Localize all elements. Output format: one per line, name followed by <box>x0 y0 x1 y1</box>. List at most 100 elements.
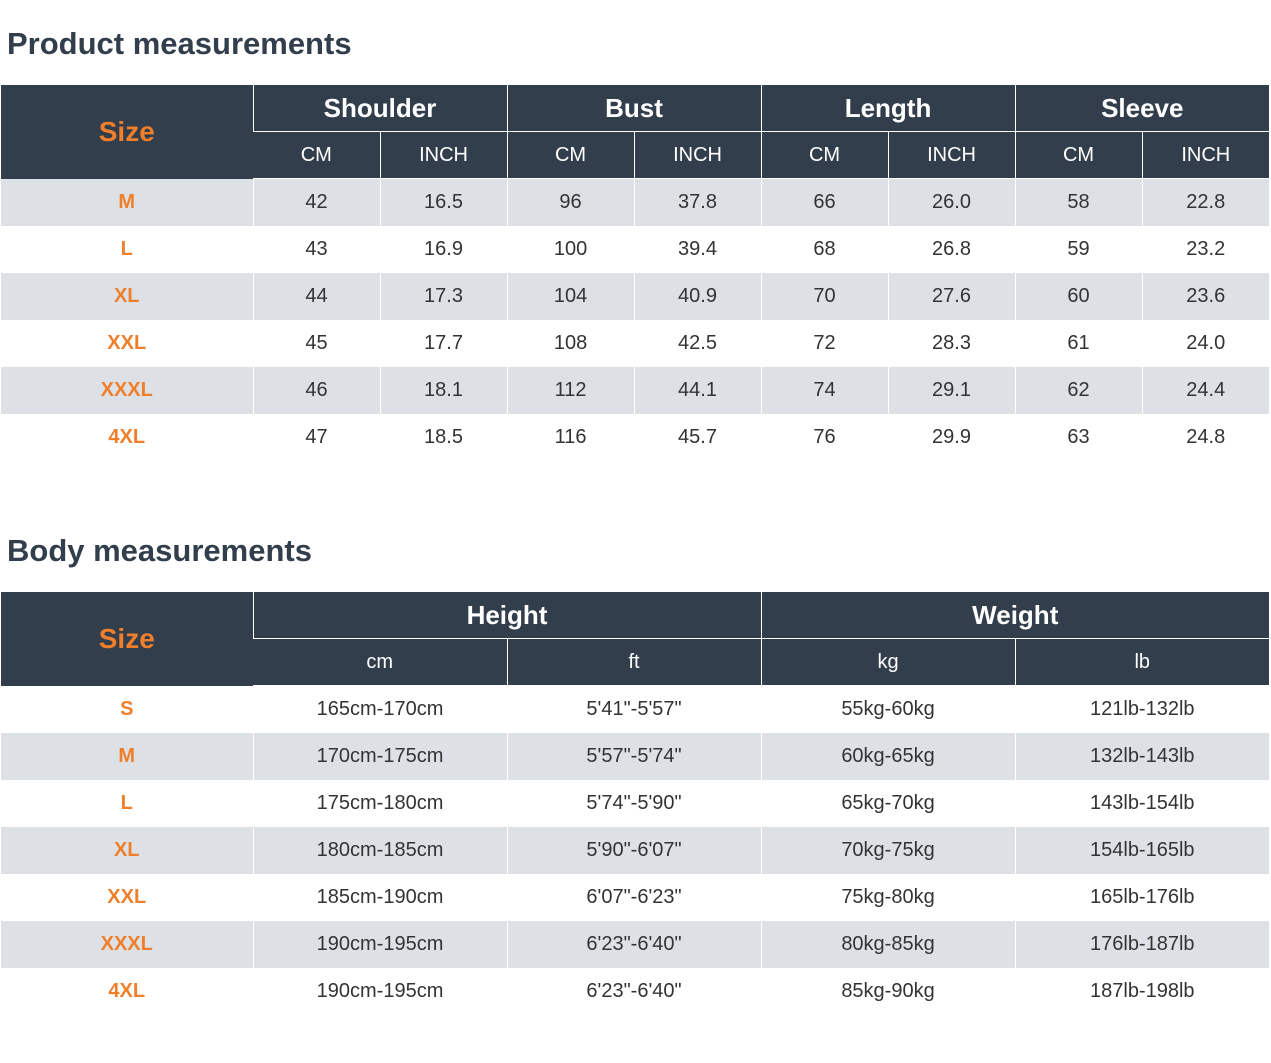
measurement-cell: 6'23"-6'40" <box>506 968 762 1015</box>
measurement-cell: 16.9 <box>379 226 508 273</box>
measurement-cell: 143lb-154lb <box>1014 780 1270 827</box>
table-row: M 42 16.5 96 37.8 66 26.0 58 22.8 <box>1 178 1270 226</box>
product-measurements-table: Size Shoulder Bust Length Sleeve CM INCH… <box>1 85 1270 461</box>
measurement-cell: 187lb-198lb <box>1014 968 1270 1015</box>
measurement-cell: 59 <box>1014 226 1143 273</box>
body-measurements-table: Size Height Weight cm ft kg lb S 165cm-17… <box>1 592 1270 1015</box>
size-cell: XXXL <box>1 367 253 414</box>
weight-header: Weight <box>760 592 1270 639</box>
measurement-cell: 24.4 <box>1141 367 1270 414</box>
unit-header: ft <box>506 638 762 686</box>
measurement-cell: 5'41"-5'57" <box>506 685 762 733</box>
table-row: XXXL 46 18.1 112 44.1 74 29.1 62 24.4 <box>1 367 1270 414</box>
measurement-cell: 132lb-143lb <box>1014 733 1270 780</box>
measurement-cell: 55kg-60kg <box>760 685 1016 733</box>
table-row: XXL 45 17.7 108 42.5 72 28.3 61 24.0 <box>1 320 1270 367</box>
size-column-header: Size <box>1 85 253 179</box>
measurement-cell: 16.5 <box>379 178 508 226</box>
measurement-cell: 80kg-85kg <box>760 921 1016 968</box>
table-row: 4XL 47 18.5 116 45.7 76 29.9 63 24.8 <box>1 414 1270 461</box>
size-cell: M <box>1 733 253 780</box>
measurement-cell: 43 <box>252 226 380 273</box>
measurement-cell: 116 <box>506 414 635 461</box>
measurement-cell: 60 <box>1014 273 1143 320</box>
measurement-cell: 70 <box>760 273 889 320</box>
measurement-cell: 29.1 <box>887 367 1016 414</box>
measurement-cell: 27.6 <box>887 273 1016 320</box>
measurement-cell: 175cm-180cm <box>252 780 507 827</box>
table-row: XL 180cm-185cm 5'90"-6'07" 70kg-75kg 154lb-1… <box>1 827 1270 874</box>
measurement-cell: 37.8 <box>633 178 762 226</box>
size-column-header: Size <box>1 592 253 686</box>
measurement-cell: 100 <box>506 226 635 273</box>
sleeve-header: Sleeve <box>1014 85 1270 132</box>
bust-header: Bust <box>506 85 762 132</box>
unit-header: CM <box>506 131 635 179</box>
product-measurements-title: Product measurements <box>7 26 352 61</box>
measurement-cell: 165cm-170cm <box>252 685 507 733</box>
measurement-cell: 76 <box>760 414 889 461</box>
measurement-cell: 26.8 <box>887 226 1016 273</box>
unit-header: CM <box>1014 131 1143 179</box>
size-cell: XXL <box>107 332 147 354</box>
unit-header: CM <box>760 131 889 179</box>
body-measurements-title: Body measurements <box>7 533 312 568</box>
table-row: XXXL 190cm-195cm 6'23"-6'40" 80kg-85kg 176lb… <box>1 921 1270 968</box>
unit-header: INCH <box>1141 131 1270 179</box>
measurement-cell: 108 <box>506 320 635 367</box>
measurement-cell: 70kg-75kg <box>760 827 1016 874</box>
size-cell: S <box>120 697 134 720</box>
measurement-cell: 61 <box>1014 320 1143 367</box>
measurement-cell: 5'74"-5'90" <box>506 780 762 827</box>
measurement-cell: 74 <box>760 367 889 414</box>
measurement-cell: 18.1 <box>379 367 508 414</box>
measurement-cell: 5'57"-5'74" <box>506 733 762 780</box>
measurement-cell: 44.1 <box>633 367 762 414</box>
measurement-cell: 24.0 <box>1141 320 1270 367</box>
measurement-cell: 40.9 <box>633 273 762 320</box>
unit-header: CM <box>253 131 380 179</box>
measurement-cell: 68 <box>760 226 889 273</box>
size-cell: 4XL <box>108 980 146 1002</box>
table-row: S 165cm-170cm 5'41"-5'57" 55kg-60kg 121lb-13… <box>1 685 1270 733</box>
measurement-cell: 47 <box>252 414 380 461</box>
measurement-cell: 58 <box>1014 178 1143 226</box>
measurement-cell: 5'90"-6'07" <box>506 827 762 874</box>
measurement-cell: 44 <box>252 273 380 320</box>
measurement-cell: 165lb-176lb <box>1014 874 1270 921</box>
measurement-cell: 28.3 <box>887 320 1016 367</box>
table-row: L 43 16.9 100 39.4 68 26.8 59 23.2 <box>1 226 1270 273</box>
length-header: Length <box>760 85 1016 132</box>
measurement-cell: 170cm-175cm <box>252 733 507 780</box>
measurement-cell: 17.7 <box>379 320 508 367</box>
unit-header: INCH <box>633 131 762 179</box>
measurement-cell: 96 <box>506 178 635 226</box>
table-row: L 175cm-180cm 5'74"-5'90" 65kg-70kg 143lb-15… <box>1 780 1270 827</box>
table-row: XL 44 17.3 104 40.9 70 27.6 60 23.6 <box>1 273 1270 320</box>
unit-header: INCH <box>379 131 508 179</box>
measurement-cell: 46 <box>252 367 380 414</box>
size-cell: XL <box>1 273 253 320</box>
measurement-cell: 66 <box>760 178 889 226</box>
measurement-cell: 65kg-70kg <box>760 780 1016 827</box>
measurement-cell: 18.5 <box>379 414 508 461</box>
measurement-cell: 176lb-187lb <box>1014 921 1270 968</box>
measurement-cell: 23.6 <box>1141 273 1270 320</box>
unit-header: kg <box>760 638 1016 686</box>
shoulder-header: Shoulder <box>252 85 508 132</box>
measurement-cell: 29.9 <box>887 414 1016 461</box>
measurement-cell: 63 <box>1014 414 1143 461</box>
measurement-cell: 180cm-185cm <box>252 827 507 874</box>
table-row: M 170cm-175cm 5'57"-5'74" 60kg-65kg 132lb-14… <box>1 733 1270 780</box>
measurement-cell: 6'23"-6'40" <box>506 921 762 968</box>
size-cell: XXL <box>107 886 147 908</box>
size-cell: L <box>120 238 133 260</box>
measurement-cell: 185cm-190cm <box>252 874 507 921</box>
measurement-cell: 75kg-80kg <box>760 874 1016 921</box>
size-cell: XL <box>1 827 253 874</box>
size-cell: 4XL <box>108 426 146 448</box>
measurement-cell: 39.4 <box>633 226 762 273</box>
unit-header: INCH <box>887 131 1016 179</box>
measurement-cell: 154lb-165lb <box>1014 827 1270 874</box>
measurement-cell: 42.5 <box>633 320 762 367</box>
